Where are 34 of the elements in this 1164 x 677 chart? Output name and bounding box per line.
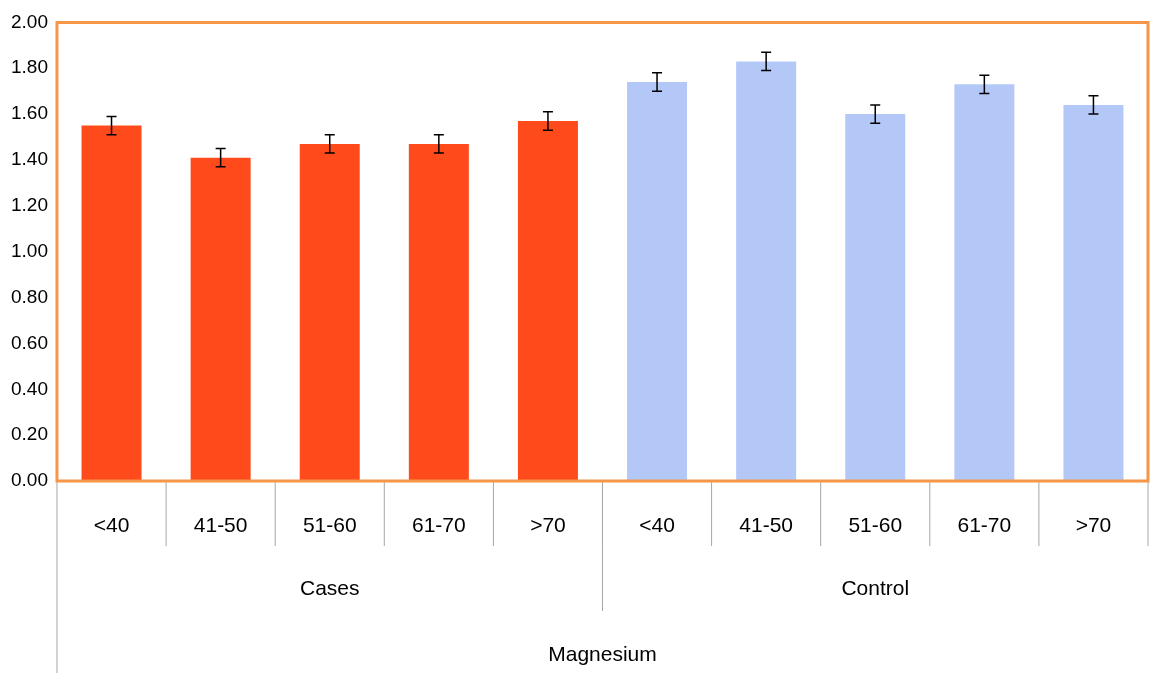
y-tick-label: 1.60 — [11, 102, 48, 124]
y-tick-label: 1.20 — [11, 194, 48, 216]
x-tick-label: >70 — [1075, 512, 1112, 536]
y-tick-label: 2.00 — [11, 10, 48, 32]
y-tick-label: 0.20 — [11, 423, 48, 445]
bar — [845, 114, 906, 481]
x-tick-label: 51-60 — [848, 512, 903, 536]
bar — [408, 143, 469, 481]
text: Magnesium — [548, 641, 657, 665]
x-tick-label: >70 — [530, 512, 566, 536]
bar — [954, 84, 1015, 481]
x-tick-label: <40 — [93, 512, 130, 536]
bar — [299, 143, 360, 481]
x-tick-label: <40 — [639, 512, 675, 536]
y-tick-label: 0.80 — [11, 285, 48, 307]
y-tick-label: 1.40 — [11, 148, 48, 170]
bar — [190, 157, 251, 481]
text: Control — [841, 575, 910, 599]
y-tick-label: 0.60 — [11, 331, 48, 353]
x-tick-label: 61-70 — [411, 512, 466, 536]
y-tick-label: 1.00 — [11, 239, 48, 261]
x-tick-label: 41-50 — [739, 512, 793, 536]
x-tick-label: 51-60 — [302, 512, 357, 536]
bar — [81, 125, 142, 481]
bar — [1063, 104, 1124, 481]
y-tick-label: 0.40 — [11, 377, 48, 399]
text: Cases — [299, 575, 360, 599]
x-tick-label: 61-70 — [957, 512, 1012, 536]
bar — [627, 82, 688, 481]
y-tick-label: 1.80 — [11, 56, 48, 78]
x-tick-label: 41-50 — [193, 512, 248, 536]
y-tick-label: 0.00 — [11, 469, 48, 491]
bar — [517, 121, 578, 481]
bar — [736, 61, 797, 481]
